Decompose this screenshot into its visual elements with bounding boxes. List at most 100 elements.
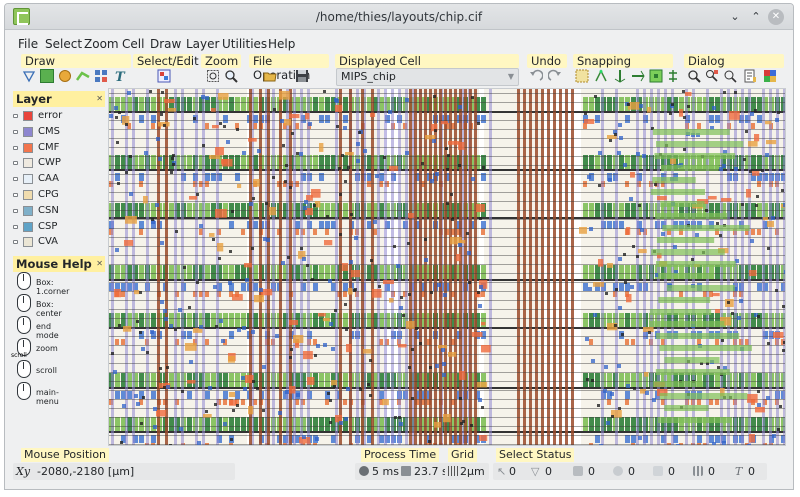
scroll-tag-label: scroll bbox=[11, 352, 27, 359]
layer-name: CAA bbox=[38, 173, 59, 185]
grid-title: Grid bbox=[448, 448, 478, 462]
mouse-position-box: Xy -2080,-2180 [µm] bbox=[13, 463, 235, 480]
layer-visibility-icon[interactable] bbox=[13, 224, 18, 229]
menu-file[interactable]: File bbox=[18, 37, 39, 51]
maximize-button[interactable]: ⌃ bbox=[751, 10, 761, 23]
layout-canvas[interactable] bbox=[108, 88, 786, 446]
process-time-title: Process Time bbox=[361, 448, 440, 462]
xy-label: Xy bbox=[16, 465, 31, 478]
chevron-down-icon: ▼ bbox=[507, 72, 514, 81]
snap-grid-icon[interactable] bbox=[575, 69, 589, 83]
draw-circle-icon[interactable] bbox=[58, 69, 72, 83]
displayed-cell-select[interactable]: MIPS_chip ▼ bbox=[336, 68, 519, 86]
info-icon[interactable] bbox=[723, 69, 737, 83]
select-count-text: 0 bbox=[748, 465, 755, 478]
toolbar-undo bbox=[527, 69, 567, 86]
layer-name: CPG bbox=[38, 189, 59, 200]
layer-name: CSP bbox=[38, 220, 58, 232]
mouse-right-icon bbox=[17, 382, 31, 400]
snap-point-icon[interactable] bbox=[594, 69, 608, 83]
mouse-help-label: zoom bbox=[36, 344, 58, 353]
menu-utilities[interactable]: Utilities bbox=[222, 37, 268, 51]
menu-layer[interactable]: Layer bbox=[186, 37, 220, 51]
layer-visibility-icon[interactable] bbox=[13, 161, 18, 166]
layer-color-swatch bbox=[23, 158, 33, 169]
select-count-circle: 0 bbox=[628, 465, 635, 478]
layer-panel-header: Layer ✕ bbox=[13, 91, 105, 107]
layer-visibility-icon[interactable] bbox=[13, 177, 18, 182]
layer-panel-title: Layer bbox=[16, 92, 52, 106]
mouse-scroll-icon bbox=[17, 338, 31, 356]
panel-close-icon[interactable]: ✕ bbox=[96, 259, 103, 268]
select-text-icon: T bbox=[735, 465, 743, 478]
save-disk-icon[interactable] bbox=[295, 69, 309, 83]
zoom-magnifier-icon[interactable] bbox=[224, 69, 238, 83]
select-count-path: 0 bbox=[668, 465, 675, 478]
layer-visibility-icon[interactable] bbox=[13, 145, 18, 150]
menu-draw[interactable]: Draw bbox=[150, 37, 182, 51]
layer-visibility-icon[interactable] bbox=[13, 114, 18, 118]
menu-select[interactable]: Select bbox=[45, 37, 83, 51]
snap-vertical-icon[interactable] bbox=[613, 69, 627, 83]
layer-color-swatch bbox=[23, 205, 33, 216]
draw-path-icon[interactable] bbox=[76, 69, 90, 83]
app-window: /home/thies/layouts/chip.cif ⌄ ⌃ ✕ File … bbox=[4, 3, 794, 490]
toolgroup-snapping-title: Snapping bbox=[573, 54, 673, 68]
mouse-help-header: Mouse Help ✕ bbox=[13, 256, 105, 272]
layer-color-swatch bbox=[23, 190, 33, 200]
displayed-cell-value: MIPS_chip bbox=[341, 70, 396, 83]
draw-polygon-icon[interactable] bbox=[22, 69, 36, 83]
toolgroup-zoom-title: Zoom bbox=[201, 54, 241, 68]
snap-horizontal-icon[interactable] bbox=[631, 69, 645, 83]
snap-midpoint-icon[interactable] bbox=[666, 69, 680, 83]
clock-icon bbox=[359, 466, 369, 476]
toolbar-select-edit bbox=[133, 69, 193, 86]
toolgroup-displayed-cell-title: Displayed Cell bbox=[335, 54, 519, 68]
layer-name: CVA bbox=[38, 236, 59, 248]
layer-name: CSN bbox=[38, 204, 59, 216]
layout-drawing bbox=[109, 89, 785, 445]
select-arrow-icon: ↖ bbox=[497, 465, 507, 478]
toolbar-dialog bbox=[684, 69, 786, 86]
select-array-icon bbox=[693, 466, 703, 476]
layer-visibility-icon[interactable] bbox=[13, 240, 18, 245]
minimize-button[interactable]: ⌄ bbox=[730, 10, 740, 23]
mouse-wheel-icon bbox=[17, 360, 31, 378]
draw-array-icon[interactable] bbox=[94, 69, 108, 83]
menu-cell[interactable]: Cell bbox=[122, 37, 145, 51]
process-time-ms: 5 ms bbox=[372, 465, 399, 478]
grid-box: 2µm bbox=[445, 463, 489, 480]
properties-icon[interactable] bbox=[743, 69, 757, 83]
close-button[interactable]: ✕ bbox=[768, 9, 784, 25]
menu-help[interactable]: Help bbox=[268, 37, 296, 51]
layer-colors-icon[interactable] bbox=[763, 69, 777, 83]
toolgroup-draw-title: Draw bbox=[21, 54, 131, 68]
open-folder-icon[interactable] bbox=[263, 69, 277, 83]
toolbar-draw: T bbox=[21, 69, 131, 86]
redo-icon[interactable] bbox=[548, 69, 562, 83]
draw-box-icon[interactable] bbox=[40, 69, 54, 83]
find-cell-icon[interactable] bbox=[705, 69, 719, 83]
mouse-position-title: Mouse Position bbox=[21, 448, 110, 462]
layer-visibility-icon[interactable] bbox=[13, 208, 18, 213]
zoom-fit-icon[interactable] bbox=[206, 69, 220, 83]
select-count-box: 0 bbox=[588, 465, 595, 478]
mouse-help-label: end mode bbox=[36, 322, 59, 340]
select-icon[interactable] bbox=[157, 69, 171, 83]
select-polygon-icon: ▽ bbox=[531, 465, 540, 478]
snap-box-icon[interactable] bbox=[649, 69, 663, 83]
svg-text:T: T bbox=[115, 70, 126, 83]
select-circle-icon bbox=[613, 466, 623, 476]
layout-geometry bbox=[109, 89, 785, 445]
layer-visibility-icon[interactable] bbox=[13, 193, 18, 197]
draw-text-icon[interactable]: T bbox=[113, 69, 129, 83]
undo-icon[interactable] bbox=[529, 69, 543, 83]
menu-zoom[interactable]: Zoom bbox=[84, 37, 119, 51]
process-time-box: 5 ms 23.7 s bbox=[355, 463, 447, 480]
panel-close-icon[interactable]: ✕ bbox=[96, 94, 103, 103]
search-icon[interactable] bbox=[687, 69, 701, 83]
toolbar-file-operation bbox=[249, 69, 329, 86]
mouse-help-label: Box: 1.corner bbox=[36, 278, 70, 296]
layer-visibility-icon[interactable] bbox=[13, 129, 18, 134]
select-status-title: Select Status bbox=[496, 448, 575, 462]
